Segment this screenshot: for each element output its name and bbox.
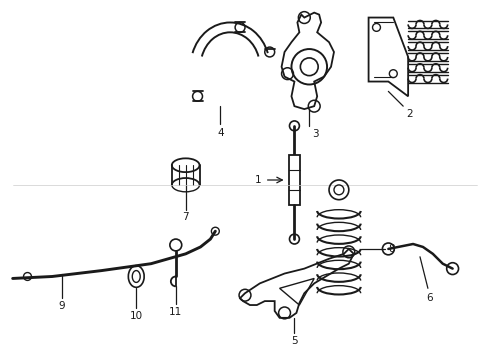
Text: 11: 11 bbox=[169, 307, 182, 317]
Text: 7: 7 bbox=[182, 212, 189, 222]
Text: 6: 6 bbox=[427, 293, 433, 303]
Text: 3: 3 bbox=[312, 129, 319, 139]
Text: 2: 2 bbox=[406, 109, 413, 119]
Text: 5: 5 bbox=[291, 336, 298, 346]
Text: 8: 8 bbox=[389, 244, 395, 254]
Text: 1: 1 bbox=[255, 175, 262, 185]
Text: 9: 9 bbox=[59, 301, 65, 311]
Text: 10: 10 bbox=[130, 311, 143, 321]
Text: 4: 4 bbox=[217, 128, 223, 138]
Bar bbox=[289, 156, 300, 204]
